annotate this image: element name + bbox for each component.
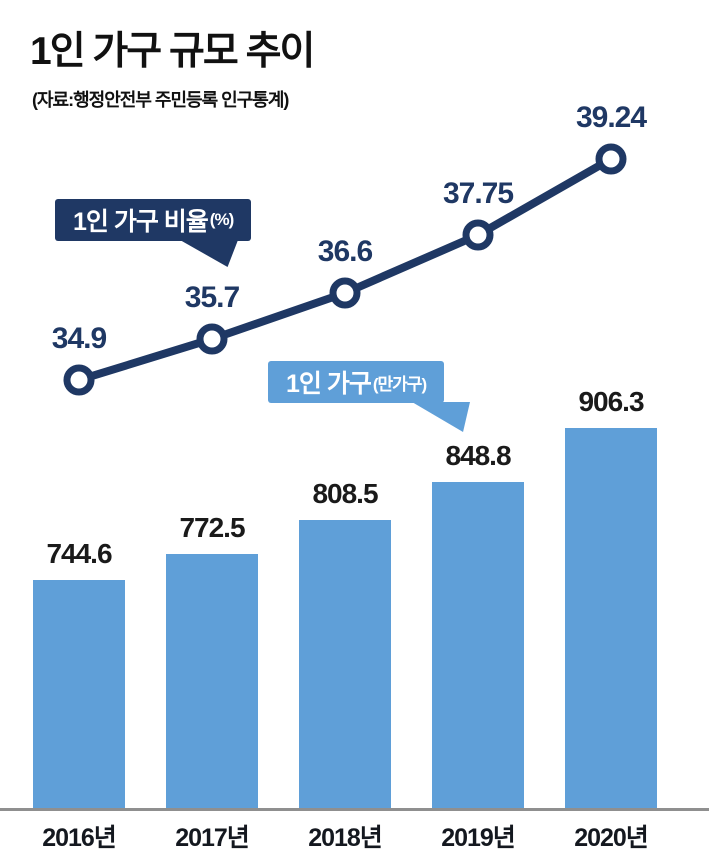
bar-2016년 bbox=[33, 580, 125, 810]
bar-value-label: 772.5 bbox=[179, 512, 245, 543]
ratio-point-label: 34.9 bbox=[51, 322, 107, 355]
x-axis-label: 2020년 bbox=[574, 824, 649, 852]
bar-value-label: 808.5 bbox=[312, 478, 378, 509]
ratio-point-marker bbox=[63, 364, 95, 396]
count-callout-unit: (만가구) bbox=[372, 374, 427, 394]
bar-2019년 bbox=[432, 482, 524, 810]
ratio-callout-unit: (%) bbox=[209, 210, 234, 229]
bar-2017년 bbox=[166, 554, 258, 810]
ratio-series-callout: 1인 가구 비율 (%) bbox=[55, 199, 252, 241]
ratio-callout-pointer bbox=[180, 240, 238, 267]
ratio-point-label: 39.24 bbox=[575, 101, 647, 134]
count-callout-pointer bbox=[412, 402, 470, 432]
ratio-point-marker bbox=[196, 323, 228, 355]
count-series-callout: 1인 가구 (만가구) bbox=[268, 361, 445, 403]
bar-2018년 bbox=[299, 520, 391, 810]
bar-value-label: 906.3 bbox=[578, 386, 644, 417]
ratio-callout-label: 1인 가구 비율 bbox=[73, 208, 209, 236]
ratio-point-label: 35.7 bbox=[184, 281, 240, 314]
count-callout-label: 1인 가구 bbox=[286, 370, 372, 398]
x-axis-line bbox=[0, 808, 709, 811]
x-axis-label: 2019년 bbox=[441, 824, 516, 852]
ratio-point-marker bbox=[329, 277, 361, 309]
chart-source: (자료:행정안전부 주민등록 인구통계) bbox=[32, 90, 289, 110]
ratio-point-marker bbox=[595, 143, 627, 175]
x-axis-label: 2017년 bbox=[175, 824, 250, 852]
ratio-point-label: 36.6 bbox=[317, 235, 373, 268]
bar-value-label: 848.8 bbox=[445, 440, 511, 471]
bar-2020년 bbox=[565, 428, 657, 810]
x-axis-label: 2018년 bbox=[308, 824, 383, 852]
bar-value-label: 744.6 bbox=[46, 538, 112, 569]
ratio-point-label: 37.75 bbox=[442, 177, 514, 210]
chart-title: 1인 가구 규모 추이 bbox=[30, 30, 315, 73]
ratio-point-marker bbox=[462, 219, 494, 251]
x-axis-label: 2016년 bbox=[42, 824, 117, 852]
